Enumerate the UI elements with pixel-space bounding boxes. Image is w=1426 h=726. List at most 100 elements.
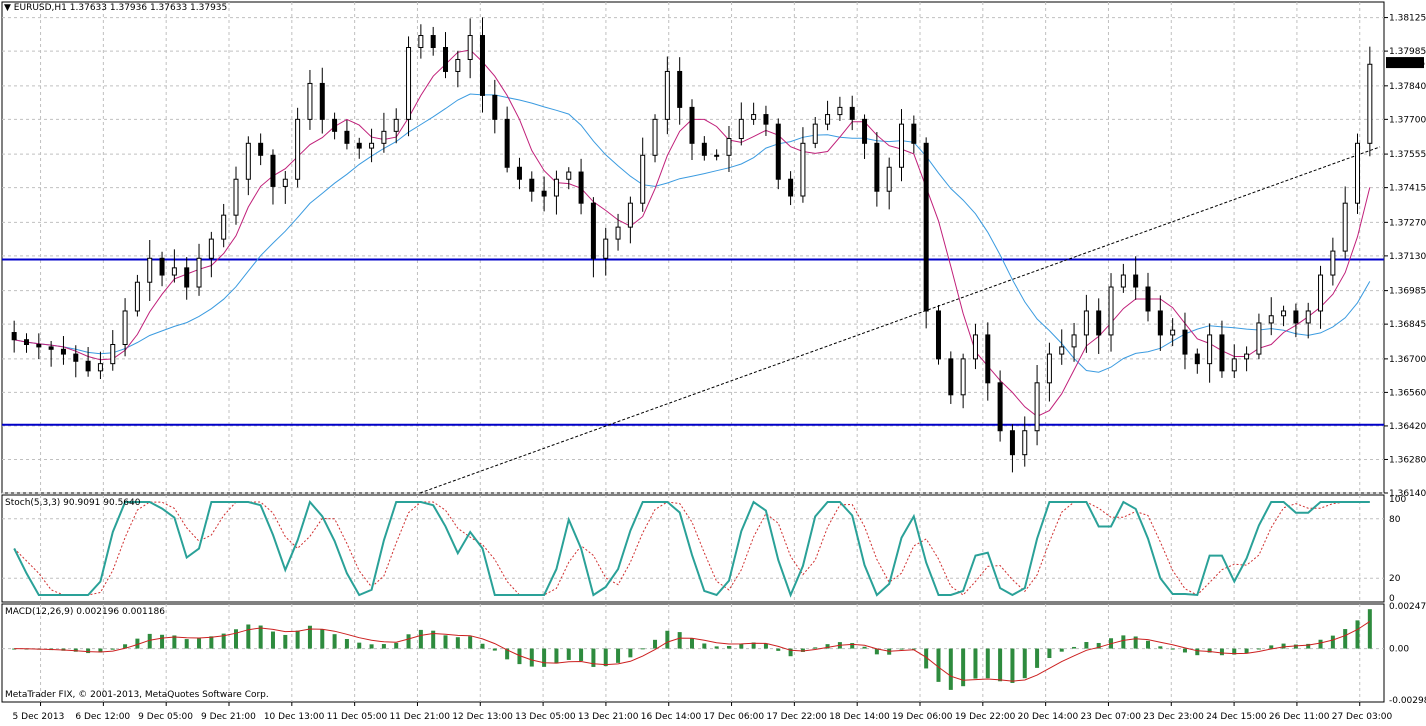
trend-line[interactable] [419,146,1381,494]
time-tick-label: 26 Dec 11:00 [1269,712,1330,722]
candle [258,142,264,156]
candle [652,118,658,156]
candle [245,142,251,180]
candle [1059,346,1065,355]
macd-bar [1133,636,1138,649]
time-tick-label: 11 Dec 21:00 [389,712,450,722]
macd-bar [283,634,288,649]
candle [171,267,177,276]
macd-bar [1318,639,1323,649]
macd-bar [1047,648,1052,659]
candle [1133,274,1139,288]
stochastic-main-line [13,500,1370,598]
candle [874,142,880,192]
candle [529,178,535,192]
macd-bar [1367,609,1372,649]
price-tick-label: 1.37840 [1389,82,1426,92]
candle [184,267,190,288]
ohlc-label: 1.37633 1.37936 1.37633 1.37935 [69,3,228,13]
stochastic-pane[interactable]: 100 80 20 0 [1,494,1406,604]
candle [948,358,954,396]
macd-pane[interactable]: 0.002472 0.00 -0.002987 [1,602,1426,706]
candle [1083,310,1089,336]
time-tick-label: 10 Dec 13:00 [264,712,325,722]
candle [763,114,769,125]
macd-bar [431,630,436,649]
macd-bar [566,648,571,660]
macd-bar [726,645,731,649]
macd-bar [800,648,805,652]
stochastic-tick-label: 100 [1389,495,1406,505]
candle [1009,430,1015,456]
macd-bar [788,648,793,657]
candle [800,142,806,197]
candle [60,348,66,355]
time-tick-label: 6 Dec 12:00 [75,712,130,722]
macd-bar [1010,648,1015,683]
candle [726,138,732,156]
price-tick-label: 1.36845 [1389,320,1426,330]
macd-bar [862,646,867,649]
macd-bar [1343,629,1348,649]
collapse-arrow-icon[interactable]: ▼ [4,3,11,13]
candle [467,35,473,60]
candle [233,178,239,216]
macd-bar [998,648,1003,682]
current-price-label: 1.37935 [1388,59,1425,69]
candle [1318,274,1324,312]
candle [159,257,165,276]
macd-bar [320,629,325,649]
macd-bar [529,648,534,667]
macd-bar [406,634,411,649]
time-tick-label: 13 Dec 21:00 [578,712,639,722]
macd-bar [1158,646,1163,649]
price-tick-label: 1.37415 [1389,184,1426,194]
candle [1046,353,1052,384]
macd-bar [357,642,362,649]
macd-bar [1256,648,1261,650]
macd-bar [468,636,473,649]
macd-bar [1121,635,1126,649]
candle [295,118,301,180]
macd-bar [1244,648,1249,654]
macd-tick-label: 0.00 [1389,645,1409,655]
candle [1293,310,1299,324]
macd-bar [1195,648,1200,656]
candle [935,310,941,360]
candle [443,47,449,72]
macd-bar [270,631,275,649]
macd-bar [702,643,707,649]
candles [11,17,1373,473]
macd-bar [135,638,140,649]
candle [1256,322,1262,355]
macd-bar [591,648,596,667]
horizontal-lines[interactable] [2,258,1384,426]
candle [615,226,621,240]
time-axis: 5 Dec 2013 6 Dec 12:00 9 Dec 05:00 9 Dec 21… [13,702,1393,722]
macd-bar [12,648,17,650]
candle [504,118,510,168]
stochastic-axis: 100 80 20 0 [1389,495,1406,604]
macd-bar [813,647,818,649]
candle [1207,334,1213,365]
candle [479,35,485,96]
candle [73,353,79,362]
candle [270,154,276,187]
candle [1034,382,1040,432]
macd-bar [1355,620,1360,649]
candle [985,334,991,384]
candle [1145,286,1151,312]
macd-bar [147,633,152,649]
macd-bar [924,648,929,669]
time-tick-label: 9 Dec 21:00 [201,712,256,722]
candle [11,332,17,341]
candle [578,171,584,204]
price-pane[interactable]: 1.38125 1.37985 1.37840 1.37700 1.37555 1.374… [1,1,1426,499]
candle [1268,315,1274,324]
macd-bar [1330,635,1335,649]
candle [775,123,781,180]
candle [788,178,794,197]
candle [48,346,54,350]
